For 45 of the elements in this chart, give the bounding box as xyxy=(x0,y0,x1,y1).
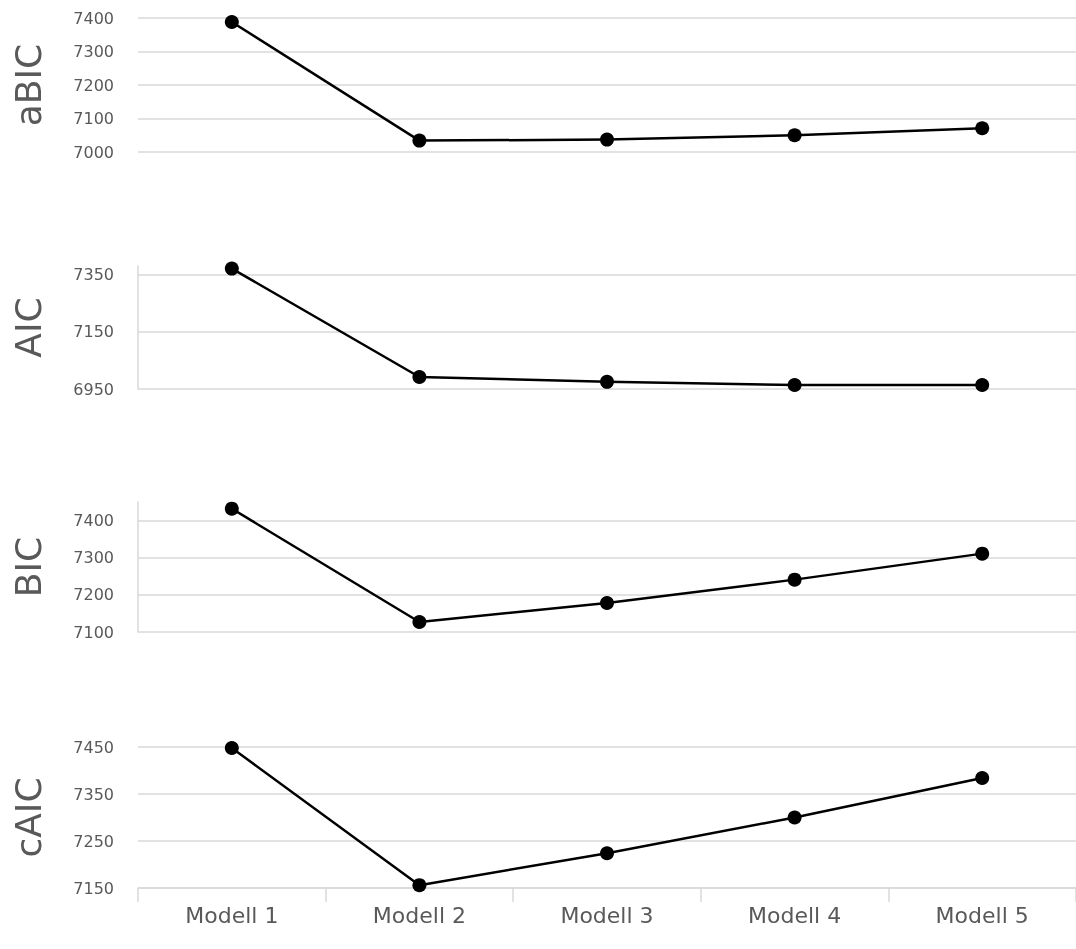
point xyxy=(224,15,239,30)
y-axis-title: AIC xyxy=(7,297,49,358)
point xyxy=(600,596,614,611)
y-tick-label: 7100 xyxy=(73,622,114,642)
y-tick-label: 7200 xyxy=(73,75,114,95)
point xyxy=(224,261,239,276)
point xyxy=(224,501,239,516)
x-tick-label: Modell 1 xyxy=(185,902,279,928)
y-axis-title: aBIC xyxy=(7,43,49,127)
point xyxy=(975,546,990,561)
x-tick-label: Modell 3 xyxy=(560,902,654,928)
y-tick-label: 7150 xyxy=(73,878,114,898)
y-axis-title: cAIC xyxy=(7,777,49,858)
y-axis-title: BIC xyxy=(7,536,49,598)
x-tick-label: Modell 5 xyxy=(935,902,1029,928)
point xyxy=(787,572,802,587)
point xyxy=(412,133,427,148)
y-tick-label: 7350 xyxy=(73,265,114,285)
y-tick-label: 7250 xyxy=(73,831,114,851)
x-tick-label: Modell 2 xyxy=(372,902,466,928)
y-tick-label: 7150 xyxy=(73,322,114,342)
point xyxy=(600,374,614,389)
y-tick-label: 7300 xyxy=(73,42,114,61)
y-tick-label: 7400 xyxy=(73,8,114,28)
point xyxy=(787,810,802,825)
point xyxy=(975,121,990,136)
y-tick-label: 7300 xyxy=(73,548,114,568)
y-tick-label: 6950 xyxy=(73,379,114,399)
point xyxy=(412,369,427,384)
point xyxy=(975,771,990,786)
point xyxy=(224,740,239,755)
y-tick-label: 7000 xyxy=(73,142,114,162)
point xyxy=(975,378,990,392)
x-tick-label: Modell 4 xyxy=(748,902,842,928)
y-tick-label: 7400 xyxy=(73,511,114,531)
y-tick-label: 7200 xyxy=(73,585,114,605)
point xyxy=(412,878,427,893)
point xyxy=(787,378,802,392)
point xyxy=(787,128,802,143)
point xyxy=(600,846,614,861)
y-tick-label: 7350 xyxy=(73,784,114,804)
point xyxy=(412,614,427,629)
point xyxy=(600,132,614,147)
y-tick-label: 7450 xyxy=(73,737,114,757)
y-tick-label: 7100 xyxy=(73,109,114,128)
